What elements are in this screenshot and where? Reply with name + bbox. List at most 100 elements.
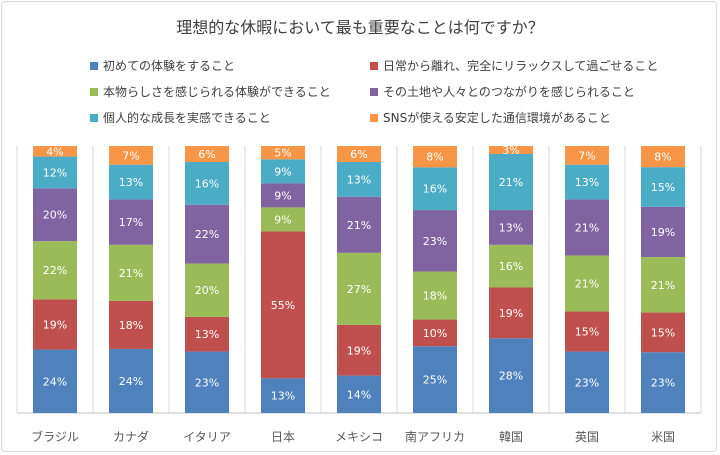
data-label: 9% xyxy=(274,189,291,202)
category-label: 日本 xyxy=(271,430,295,444)
bar-segment xyxy=(109,146,153,165)
bar-segment xyxy=(261,231,305,379)
category-label: イタリア xyxy=(183,430,231,444)
data-label: 13% xyxy=(347,173,371,186)
legend-swatch xyxy=(90,87,98,96)
bar-segment xyxy=(565,146,609,165)
data-label: 24% xyxy=(119,375,143,388)
data-label: 23% xyxy=(423,235,447,248)
category-label: 韓国 xyxy=(499,430,523,444)
bar-segment xyxy=(413,146,457,168)
bar-segment xyxy=(641,146,685,168)
data-label: 15% xyxy=(651,181,675,194)
legend-swatch xyxy=(90,113,98,122)
bar-segment xyxy=(261,183,305,208)
data-label: 15% xyxy=(575,326,599,339)
data-label: 13% xyxy=(195,328,219,341)
bar-segment xyxy=(565,311,609,352)
bar-segment xyxy=(641,206,685,258)
data-label: 21% xyxy=(575,278,599,291)
bar-segment xyxy=(109,164,153,200)
data-label: 3% xyxy=(502,144,519,157)
data-label: 9% xyxy=(274,213,291,226)
category-label: 米国 xyxy=(651,430,675,444)
data-label: 13% xyxy=(499,221,523,234)
data-label: 8% xyxy=(426,151,443,164)
category-label: ブラジル xyxy=(31,429,79,444)
bar-segment xyxy=(185,263,229,317)
bar-segment xyxy=(641,167,685,207)
category-label: 英国 xyxy=(575,430,599,444)
data-label: 21% xyxy=(119,267,143,280)
data-label: 13% xyxy=(575,176,599,189)
data-label: 7% xyxy=(122,149,139,162)
legend-swatch xyxy=(370,61,378,70)
data-label: 20% xyxy=(195,284,219,297)
data-label: 6% xyxy=(350,148,367,161)
bar-segment xyxy=(185,316,229,352)
bar-segment xyxy=(33,146,77,157)
bar-segment xyxy=(109,348,153,413)
data-label: 21% xyxy=(499,176,523,189)
bar-segment xyxy=(337,375,381,413)
bar-segment xyxy=(261,146,305,160)
bar-segment xyxy=(413,346,457,413)
data-label: 19% xyxy=(651,226,675,239)
bar-segment xyxy=(641,257,685,313)
bar-segment xyxy=(33,156,77,189)
bar-segment xyxy=(33,241,77,300)
legend-item: 日常から離れ、完全にリラックスして過ごせること xyxy=(370,57,658,74)
bar-segment xyxy=(337,146,381,163)
legend-item: 個人的な成長を実感できること xyxy=(90,109,271,126)
legend-label: 本物らしさを感じられる体験ができること xyxy=(103,85,331,99)
legend-label: 初めての体験をすること xyxy=(103,59,236,73)
bar-segment xyxy=(261,159,305,184)
bar-segment xyxy=(337,252,381,325)
bar-segment xyxy=(185,146,229,163)
data-label: 27% xyxy=(347,283,371,296)
data-label: 22% xyxy=(195,228,219,241)
data-label: 55% xyxy=(271,299,295,312)
data-label: 12% xyxy=(43,166,67,179)
bar-segment xyxy=(185,162,229,205)
category-label: メキシコ xyxy=(335,430,383,444)
bar-segment xyxy=(413,167,457,211)
legend-label: その土地や人々とのつながりを感じられること xyxy=(383,85,635,99)
data-label: 21% xyxy=(347,219,371,232)
bar-segment xyxy=(413,319,457,347)
bar-segment xyxy=(109,244,153,301)
chart-title: 理想的な休暇において最も重要なことは何ですか？ xyxy=(176,18,544,37)
bar-segment xyxy=(565,164,609,200)
bar-segment xyxy=(565,255,609,312)
data-label: 23% xyxy=(575,376,599,389)
data-label: 14% xyxy=(347,388,371,401)
data-label: 23% xyxy=(651,377,675,390)
data-label: 17% xyxy=(119,216,143,229)
bar-segment xyxy=(33,349,77,413)
bar-segment xyxy=(489,210,533,245)
bar-segment xyxy=(641,312,685,353)
bar-segment xyxy=(337,162,381,197)
legend-swatch xyxy=(90,61,98,70)
bar-segment xyxy=(337,324,381,376)
bar-segment xyxy=(109,300,153,349)
bar-segment xyxy=(109,199,153,245)
bar-segment xyxy=(565,199,609,256)
data-label: 7% xyxy=(578,149,595,162)
data-label: 16% xyxy=(195,177,219,190)
bar-segment xyxy=(33,299,77,350)
data-label: 16% xyxy=(499,260,523,273)
data-label: 23% xyxy=(195,376,219,389)
data-label: 5% xyxy=(274,147,291,160)
bar-segment xyxy=(337,196,381,253)
data-label: 21% xyxy=(575,221,599,234)
bar-segment xyxy=(261,378,305,413)
data-label: 25% xyxy=(423,374,447,387)
bar-segment xyxy=(413,271,457,320)
bar-segment xyxy=(489,154,533,211)
legend-label: 日常から離れ、完全にリラックスして過ごせること xyxy=(383,59,659,73)
data-label: 28% xyxy=(499,370,523,383)
data-label: 6% xyxy=(198,148,215,161)
